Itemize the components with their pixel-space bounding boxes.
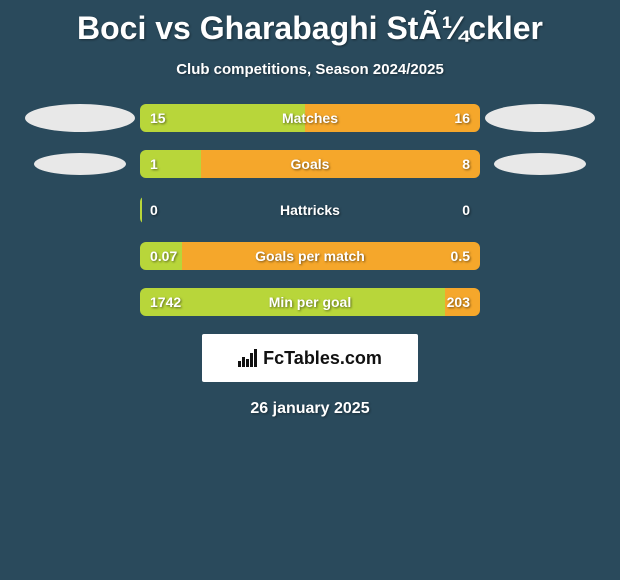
stat-row: 1742 Min per goal 203 [0, 288, 620, 316]
stat-right-value: 203 [447, 294, 470, 310]
stat-bar: 0 Hattricks 0 [140, 196, 480, 224]
page-subtitle: Club competitions, Season 2024/2025 [0, 61, 620, 78]
stat-bar: 15 Matches 16 [140, 104, 480, 132]
stat-bar: 1742 Min per goal 203 [140, 288, 480, 316]
right-ellipse-slot [480, 104, 600, 132]
stat-right-value: 0.5 [451, 248, 470, 264]
stat-left-value: 1 [150, 156, 158, 172]
stat-label: Min per goal [269, 294, 351, 310]
stat-label: Matches [282, 110, 338, 126]
stat-left-value: 0 [150, 202, 158, 218]
player-ellipse-icon [494, 153, 586, 175]
branding-text: FcTables.com [263, 348, 382, 369]
chart-icon [238, 349, 257, 367]
branding-badge: FcTables.com [202, 334, 418, 382]
player-ellipse-icon [485, 104, 595, 132]
stat-label: Hattricks [280, 202, 340, 218]
stat-left-value: 15 [150, 110, 166, 126]
stat-row: 15 Matches 16 [0, 104, 620, 132]
page-title: Boci vs Gharabaghi StÃ¼ckler [0, 0, 620, 47]
stat-left-value: 0.07 [150, 248, 177, 264]
left-ellipse-slot [20, 153, 140, 175]
stat-bar: 1 Goals 8 [140, 150, 480, 178]
date-label: 26 january 2025 [0, 400, 620, 418]
stat-row: 0 Hattricks 0 [0, 196, 620, 224]
stat-right-value: 0 [462, 202, 470, 218]
player-ellipse-icon [25, 104, 135, 132]
player-ellipse-icon [34, 153, 126, 175]
bar-left-segment [140, 196, 142, 224]
stat-right-value: 16 [454, 110, 470, 126]
stat-label: Goals per match [255, 248, 365, 264]
stat-label: Goals [291, 156, 330, 172]
right-ellipse-slot [480, 153, 600, 175]
stat-left-value: 1742 [150, 294, 181, 310]
stat-bar: 0.07 Goals per match 0.5 [140, 242, 480, 270]
left-ellipse-slot [20, 104, 140, 132]
bar-right-segment [201, 150, 480, 178]
stats-container: 15 Matches 16 1 Goals 8 0 Hattricks 0 0.07 Goals p… [0, 104, 620, 316]
stat-row: 1 Goals 8 [0, 150, 620, 178]
stat-right-value: 8 [462, 156, 470, 172]
stat-row: 0.07 Goals per match 0.5 [0, 242, 620, 270]
